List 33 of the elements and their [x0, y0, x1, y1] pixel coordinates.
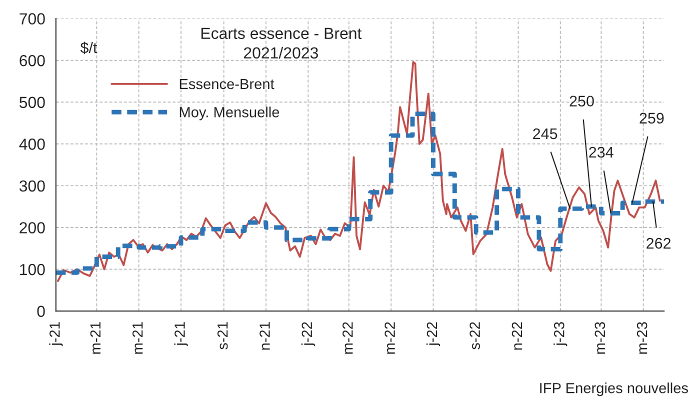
- y-tick-label: 500: [19, 96, 45, 108]
- y-tick-label: 300: [19, 180, 45, 192]
- y-axis-title: $/t: [80, 42, 98, 54]
- y-tick-label: 400: [19, 138, 45, 150]
- annotation: 245: [533, 128, 558, 140]
- y-tick-label: 200: [20, 222, 45, 234]
- annotation: 234: [589, 146, 614, 158]
- y-tick-label: 100: [20, 264, 45, 276]
- x-tick-label: n-21: [260, 322, 270, 350]
- y-tick-label: 0: [37, 306, 45, 318]
- text: Ecarts essence - Brent 2021/2023: [201, 28, 362, 59]
- x-tick-label: m-23: [636, 322, 648, 354]
- x-tick-label: m-22: [384, 322, 395, 354]
- x-tick-label: s-21: [217, 322, 228, 350]
- x-tick-label: m-23: [594, 322, 606, 354]
- y-tick-label: 600: [20, 54, 45, 66]
- x-tick-label: m-21: [90, 322, 100, 354]
- annotation: 262: [646, 238, 671, 249]
- x-tick-label: n-22: [512, 322, 522, 350]
- text: IFP Energies nouvelles: [540, 382, 688, 396]
- x-tick-label: j-21: [49, 322, 63, 346]
- x-tick-label: j-23: [554, 322, 568, 346]
- x-tick-label: s-22: [470, 322, 480, 350]
- legend-label: Essence-Brent: [180, 79, 274, 90]
- y-tick-label: 700: [20, 13, 45, 24]
- x-tick-label: j-22: [301, 322, 315, 346]
- x-tick-label: j-21: [174, 322, 188, 346]
- annotation: 259: [640, 112, 664, 124]
- legend-label: Moy. Mensuelle: [180, 106, 280, 120]
- x-tick-label: j-22: [426, 322, 440, 346]
- x-tick-label: m-21: [132, 322, 143, 354]
- annotation: 250: [570, 96, 594, 107]
- x-tick-label: m-22: [342, 322, 353, 354]
